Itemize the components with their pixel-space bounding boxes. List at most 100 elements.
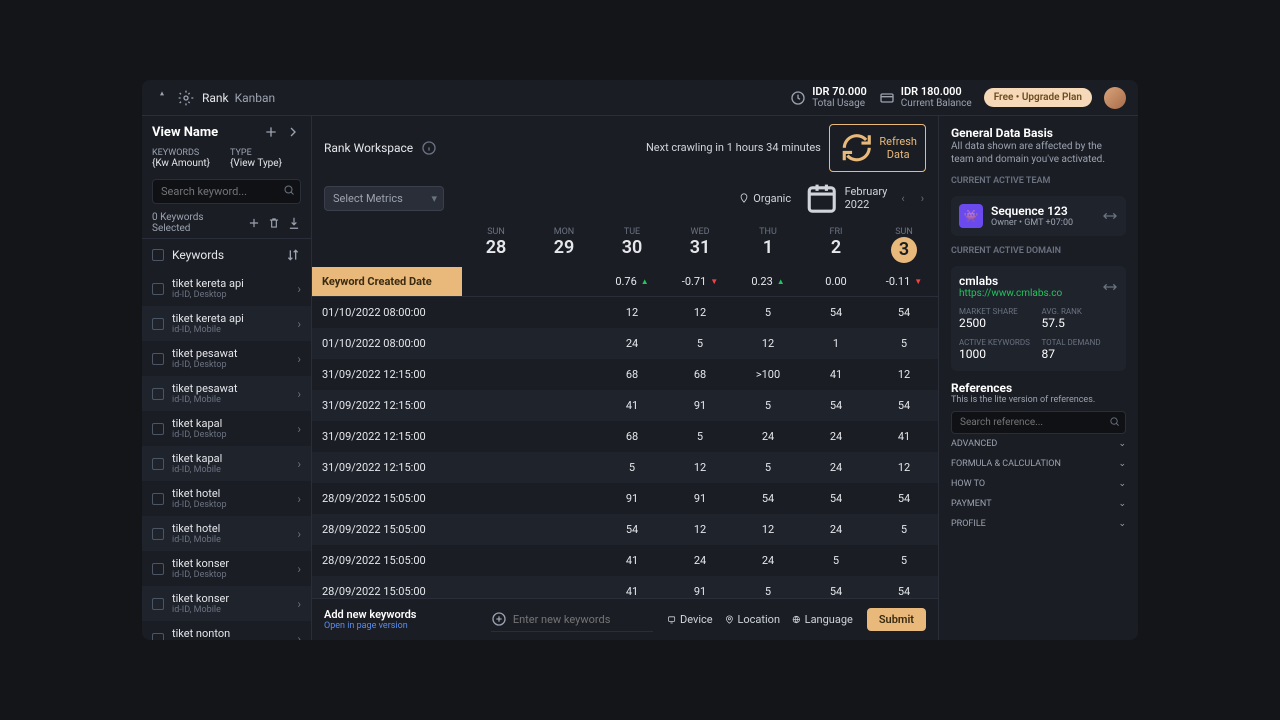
keyword-item[interactable]: tiket konserid-ID, Desktop› [142, 551, 311, 586]
add-kw-sub[interactable]: Open in page version [324, 621, 477, 631]
rank-cell: 5 [734, 300, 802, 325]
new-keywords-input[interactable] [513, 613, 653, 626]
export-icon[interactable] [287, 216, 301, 230]
keyword-checkbox[interactable] [152, 388, 164, 400]
ref-search-input[interactable] [951, 411, 1126, 434]
stat: TOTAL DEMAND87 [1042, 338, 1119, 361]
table-row: 31/09/2022 12:15:006868>1004112 [312, 359, 938, 390]
calendar-day[interactable]: FRI2 [802, 223, 870, 267]
search-keyword-input[interactable] [152, 179, 301, 204]
keyword-checkbox[interactable] [152, 598, 164, 610]
add-view-icon[interactable] [263, 124, 279, 140]
table-row: 01/10/2022 08:00:002451215 [312, 328, 938, 359]
calendar-day[interactable]: WED31 [666, 223, 734, 267]
refresh-data-button[interactable]: Refresh Data [829, 124, 926, 172]
keyword-item[interactable]: tiket konserid-ID, Mobile› [142, 586, 311, 621]
sort-icon[interactable] [285, 247, 301, 263]
chevron-right-icon: › [297, 597, 301, 611]
rank-cell: 54 [870, 393, 938, 418]
keyword-item[interactable]: tiket nontonid-ID, Desktop› [142, 621, 311, 640]
rank-cell: 41 [870, 424, 938, 449]
keyword-checkbox[interactable] [152, 563, 164, 575]
keyword-checkbox[interactable] [152, 283, 164, 295]
rank-cell: 12 [666, 517, 734, 542]
domain-url[interactable]: https://www.cmlabs.co [959, 288, 1102, 299]
rank-cell: 5 [802, 548, 870, 573]
keyword-checkbox[interactable] [152, 318, 164, 330]
rank-cell: 54 [870, 300, 938, 325]
metric-cell [530, 267, 598, 296]
calendar-day[interactable]: SUN3 [870, 223, 938, 267]
keyword-item[interactable]: tiket hotelid-ID, Desktop› [142, 481, 311, 516]
swap-domain-icon[interactable] [1102, 279, 1118, 295]
table-row: 31/09/2022 12:15:0051252412 [312, 452, 938, 483]
domain-section-label: CURRENT ACTIVE DOMAIN [951, 246, 1126, 256]
keyword-checkbox[interactable] [152, 493, 164, 505]
calendar-day[interactable]: TUE30 [598, 223, 666, 267]
rank-cell: 5 [870, 331, 938, 356]
date-cell: 01/10/2022 08:00:00 [312, 337, 462, 350]
avatar[interactable] [1104, 87, 1126, 109]
device-option[interactable]: Device [667, 613, 713, 626]
rank-cell: 91 [666, 486, 734, 511]
keyword-checkbox[interactable] [152, 458, 164, 470]
search-keyword[interactable] [152, 179, 301, 204]
keyword-item[interactable]: tiket kapalid-ID, Mobile› [142, 446, 311, 481]
keyword-item[interactable]: tiket hotelid-ID, Mobile› [142, 516, 311, 551]
keyword-item[interactable]: tiket pesawatid-ID, Desktop› [142, 341, 311, 376]
submit-button[interactable]: Submit [867, 608, 926, 631]
add-icon[interactable] [247, 216, 261, 230]
rank-cell: 54 [734, 486, 802, 511]
ref-item[interactable]: PAYMENT⌄ [951, 494, 1126, 514]
select-all-checkbox[interactable] [152, 249, 164, 261]
gear-icon[interactable] [178, 90, 194, 106]
calendar-day[interactable]: SUN28 [462, 223, 530, 267]
table-row: 28/09/2022 15:05:009191545454 [312, 483, 938, 514]
wallet-icon [879, 90, 895, 106]
date-cell: 31/09/2022 12:15:00 [312, 368, 462, 381]
rank-cell: 68 [598, 362, 666, 387]
keyword-item[interactable]: tiket kapalid-ID, Desktop› [142, 411, 311, 446]
add-keywords-row: Add new keywords Open in page version De… [312, 598, 938, 640]
keyword-checkbox[interactable] [152, 353, 164, 365]
keywords-header: Keywords [172, 248, 277, 262]
prev-month[interactable]: ‹ [899, 192, 906, 205]
rank-cell: 68 [666, 362, 734, 387]
breadcrumb: Rank Kanban [202, 91, 275, 105]
stat: MARKET SHARE2500 [959, 307, 1036, 330]
organic-pill[interactable]: Organic [739, 192, 791, 205]
rank-cell: 24 [734, 548, 802, 573]
trash-icon[interactable] [267, 216, 281, 230]
search-icon [283, 184, 295, 199]
ref-item[interactable]: PROFILE⌄ [951, 514, 1126, 534]
info-icon[interactable] [421, 140, 437, 156]
domain-name: cmlabs [959, 274, 1102, 288]
keyword-checkbox[interactable] [152, 423, 164, 435]
ref-search[interactable] [951, 411, 1126, 434]
keyword-item[interactable]: tiket kereta apiid-ID, Mobile› [142, 306, 311, 341]
keyword-checkbox[interactable] [152, 633, 164, 641]
month-picker[interactable]: February 2022 [803, 180, 887, 217]
rank-cell: 24 [802, 517, 870, 542]
metric-cell: -0.11 ▼ [870, 267, 938, 296]
language-option[interactable]: Language [792, 613, 853, 626]
chevron-right-icon[interactable] [285, 124, 301, 140]
rank-cell: 91 [598, 486, 666, 511]
next-crawl-text: Next crawling in 1 hours 34 minutes [646, 141, 821, 154]
team-card: 👾 Sequence 123Owner • GMT +07:00 [951, 196, 1126, 236]
ref-item[interactable]: ADVANCED⌄ [951, 434, 1126, 454]
select-metrics-dropdown[interactable]: Select Metrics [324, 186, 444, 211]
keyword-checkbox[interactable] [152, 528, 164, 540]
calendar-day[interactable]: THU1 [734, 223, 802, 267]
keyword-item[interactable]: tiket kereta apiid-ID, Desktop› [142, 271, 311, 306]
keyword-item[interactable]: tiket pesawatid-ID, Mobile› [142, 376, 311, 411]
chevron-right-icon: › [297, 387, 301, 401]
calendar-day[interactable]: MON29 [530, 223, 598, 267]
next-month[interactable]: › [919, 192, 926, 205]
location-option[interactable]: Location [725, 613, 780, 626]
ref-item[interactable]: FORMULA & CALCULATION⌄ [951, 454, 1126, 474]
swap-team-icon[interactable] [1102, 208, 1118, 224]
upgrade-plan-button[interactable]: Free • Upgrade Plan [984, 88, 1092, 107]
rank-cell: 1 [802, 331, 870, 356]
ref-item[interactable]: HOW TO⌄ [951, 474, 1126, 494]
